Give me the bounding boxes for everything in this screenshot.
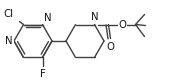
Text: F: F <box>40 69 45 79</box>
Text: O: O <box>107 42 114 52</box>
Text: N: N <box>44 13 51 23</box>
Text: O: O <box>118 20 127 30</box>
Text: N: N <box>5 36 13 46</box>
Text: N: N <box>91 12 99 22</box>
Text: Cl: Cl <box>3 9 13 19</box>
